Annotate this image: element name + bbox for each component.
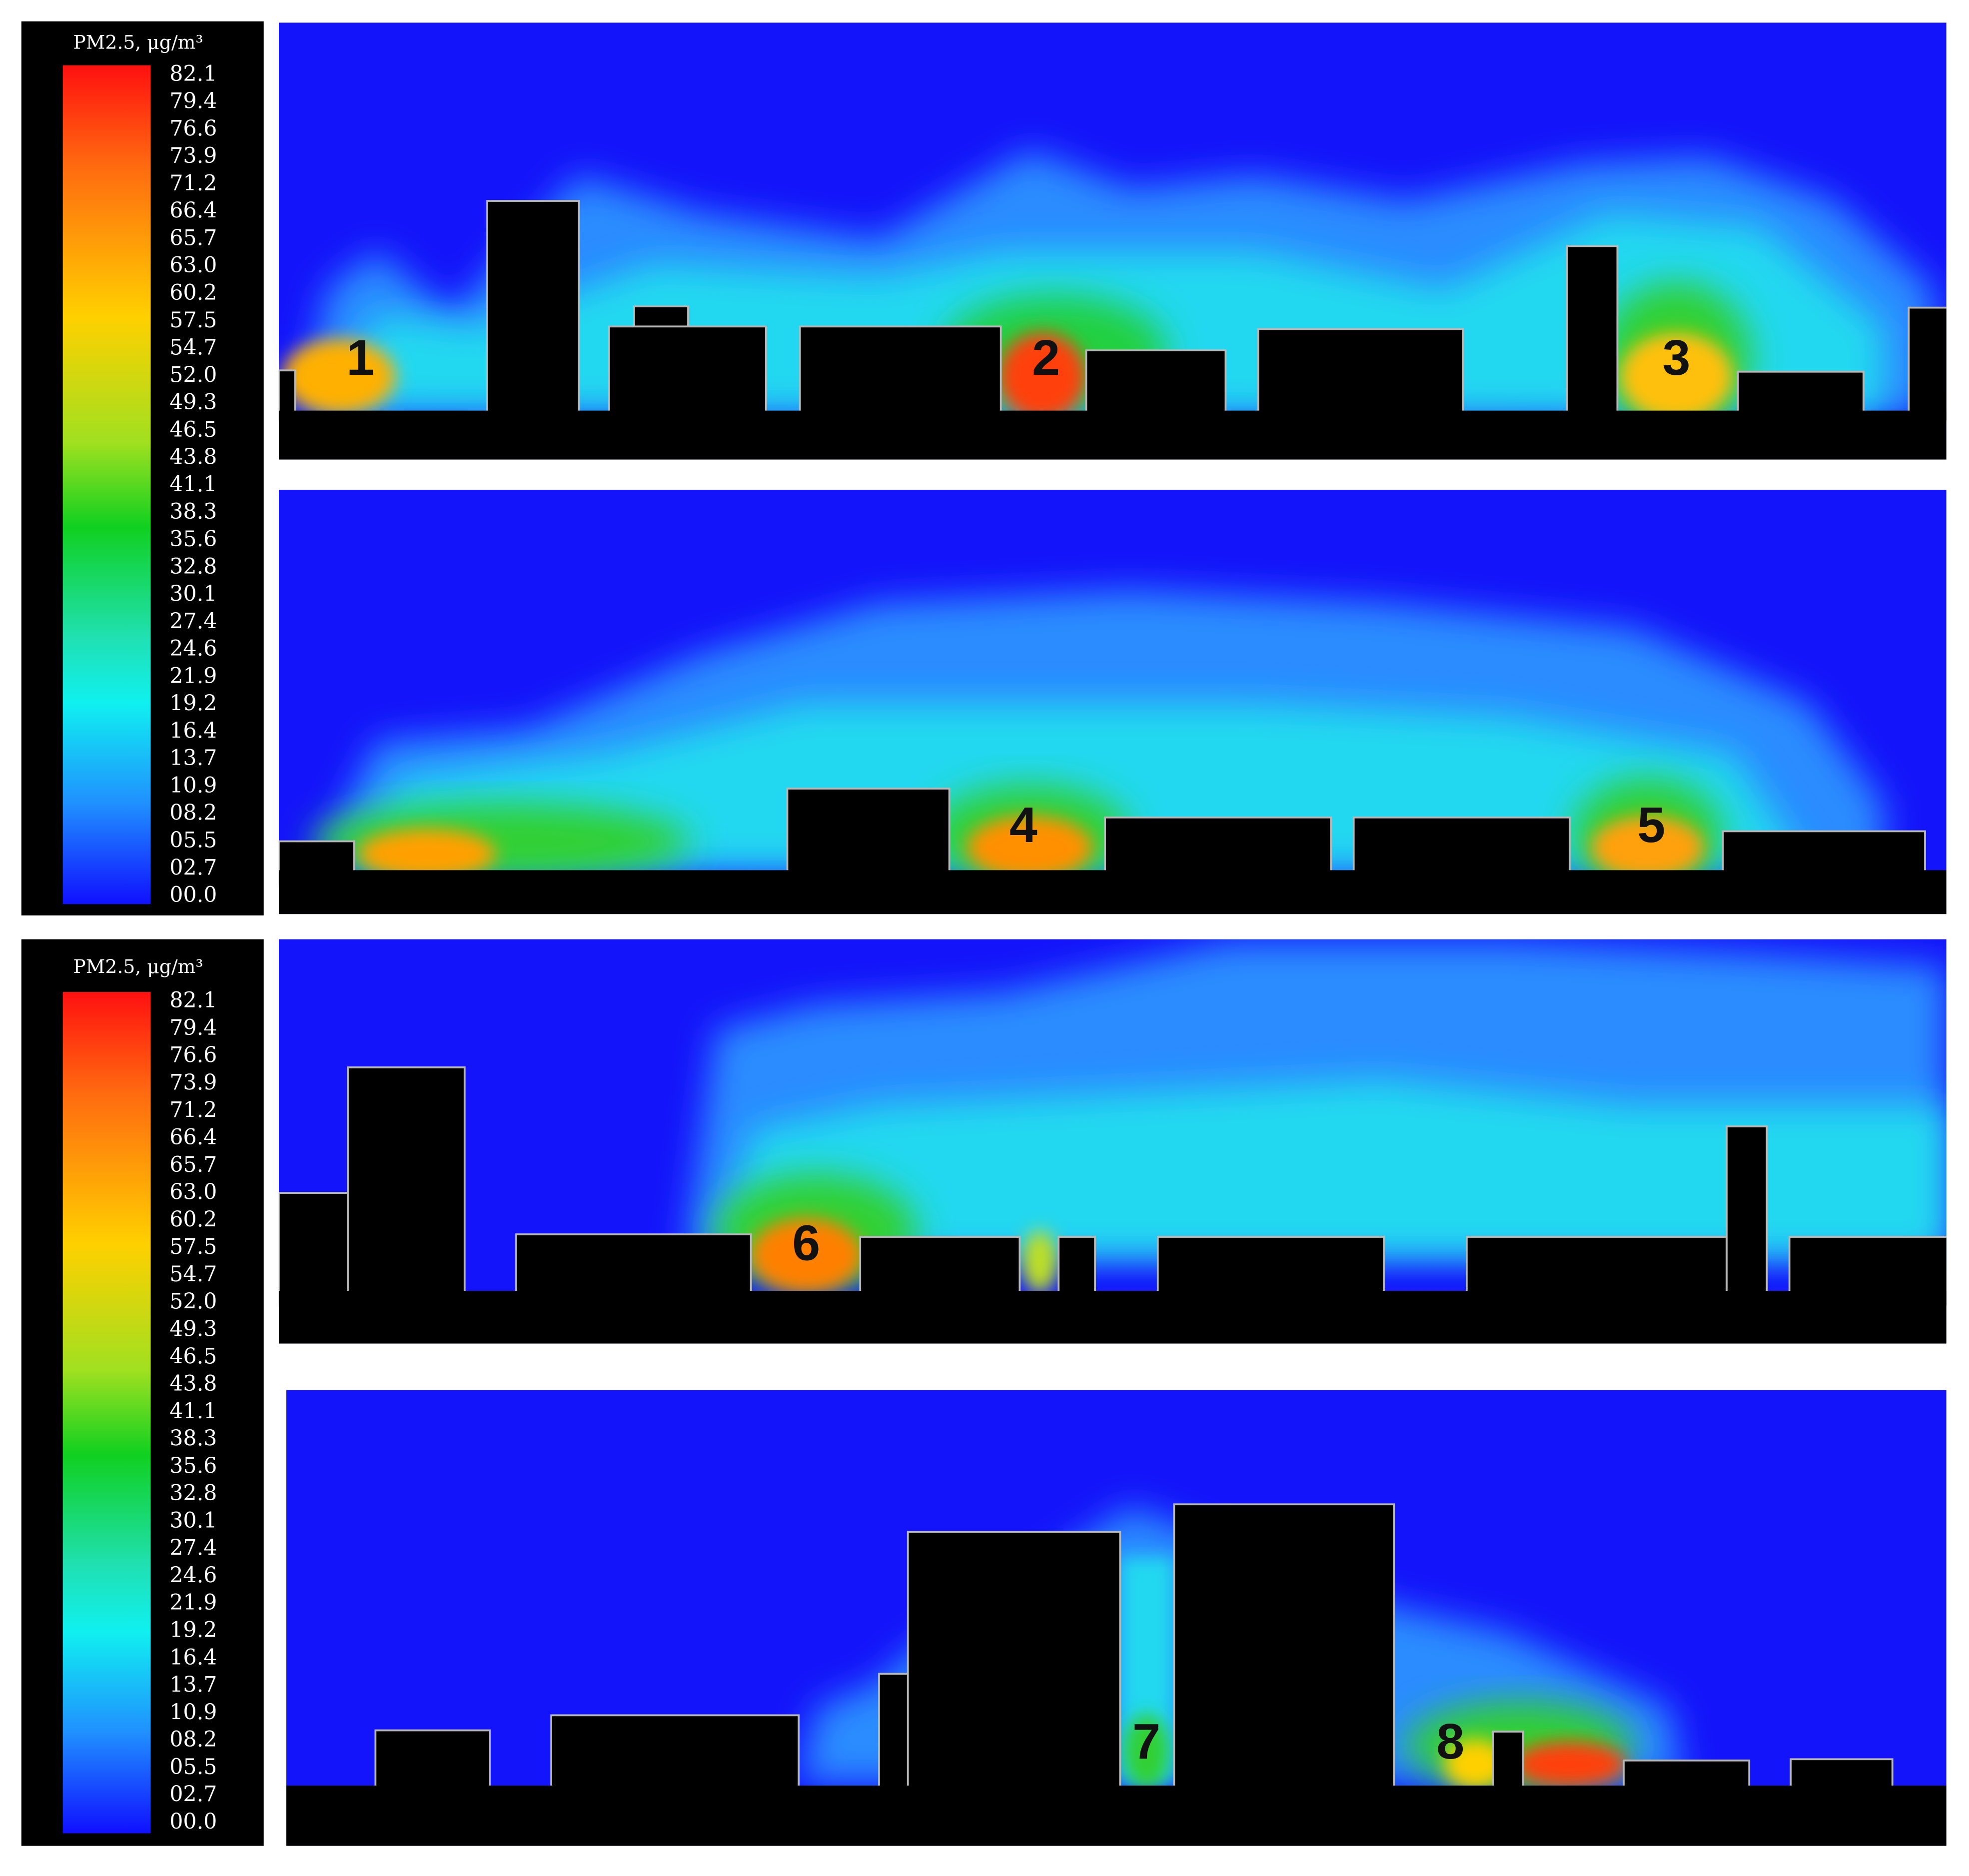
legend-tick-label: 08.2	[169, 801, 217, 826]
legend-tick-label: 21.9	[169, 1590, 217, 1615]
legend-tick-label: 52.0	[169, 1289, 217, 1314]
legend-tick-label: 32.8	[169, 554, 217, 579]
location-label: 4	[1009, 797, 1037, 853]
legend: PM2.5, μg/m³	[21, 939, 264, 1846]
legend-tick-label: 32.8	[169, 1481, 217, 1506]
panel: 1 2 3	[278, 22, 1947, 460]
legend-tick-label: 54.7	[169, 1262, 217, 1287]
legend-tick-label: 05.5	[169, 1755, 217, 1780]
legend-tick-label: 52.0	[169, 362, 217, 387]
legend-tick-label: 79.4	[169, 89, 217, 114]
legend-tick-label: 66.4	[169, 198, 217, 223]
legend-tick-label: 63.0	[169, 253, 217, 278]
legend-tick-label: 30.1	[169, 582, 217, 607]
legend-tick-label: 30.1	[169, 1508, 217, 1533]
legend-tick-label: 41.1	[169, 472, 217, 497]
legend-tick-label: 10.9	[169, 773, 217, 798]
location-label: 2	[1032, 330, 1060, 386]
legend-tick-label: 24.6	[169, 636, 217, 661]
location-label: 8	[1436, 1714, 1464, 1770]
legend-tick-label: 19.2	[169, 691, 217, 716]
color-bar	[62, 65, 151, 905]
legend-tick-label: 65.7	[169, 1152, 217, 1177]
location-label: 7	[1132, 1714, 1160, 1770]
panel: 7 8	[286, 1390, 1947, 1846]
legend-tick-label: 08.2	[169, 1727, 217, 1752]
legend-tick-label: 00.0	[169, 883, 217, 908]
legend-tick-label: 82.1	[169, 61, 217, 86]
legend-tick-label: 13.7	[169, 746, 217, 771]
legend-tick-label: 38.3	[169, 499, 217, 524]
legend-tick-label: 60.2	[169, 280, 217, 305]
legend-tick-label: 71.2	[169, 171, 217, 196]
legend-tick-label: 00.0	[169, 1809, 217, 1834]
legend-tick-label: 35.6	[169, 1453, 217, 1478]
location-label: 5	[1637, 797, 1665, 853]
legend-tick-label: 13.7	[169, 1673, 217, 1698]
legend-tick-label: 38.3	[169, 1426, 217, 1451]
legend-tick-label: 79.4	[169, 1015, 217, 1040]
legend-tick-label: 76.6	[169, 116, 217, 141]
legend-tick-label: 82.1	[169, 988, 217, 1013]
location-label: 6	[792, 1215, 820, 1271]
legend-tick-label: 73.9	[169, 143, 217, 168]
legend-tick-label: 57.5	[169, 1234, 217, 1259]
legend-tick-label: 02.7	[169, 1782, 217, 1807]
legend-tick-label: 54.7	[169, 335, 217, 360]
legend-tick-label: 19.2	[169, 1618, 217, 1643]
legend-tick-label: 49.3	[169, 1316, 217, 1341]
legend-title: PM2.5, μg/m³	[73, 31, 203, 53]
legend-tick-label: 16.4	[169, 718, 217, 743]
legend-tick-label: 76.6	[169, 1043, 217, 1068]
legend-tick-label: 02.7	[169, 855, 217, 880]
legend-title: PM2.5, μg/m³	[73, 955, 203, 977]
legend-tick-label: 71.2	[169, 1097, 217, 1122]
panel: 4 5	[278, 489, 1947, 915]
location-label: 1	[346, 330, 374, 386]
legend-tick-label: 66.4	[169, 1125, 217, 1150]
color-bar	[62, 992, 151, 1834]
legend-tick-label: 46.5	[169, 1344, 217, 1369]
legend-tick-label: 27.4	[169, 1536, 217, 1561]
legend-tick-label: 24.6	[169, 1563, 217, 1588]
legend-tick-label: 57.5	[169, 308, 217, 333]
legend-tick-label: 73.9	[169, 1070, 217, 1095]
legend: PM2.5, μg/m³	[21, 21, 264, 916]
location-label: 3	[1663, 330, 1691, 386]
legend-tick-label: 63.0	[169, 1180, 217, 1205]
legend-tick-label: 27.4	[169, 609, 217, 634]
legend-tick-label: 10.9	[169, 1700, 217, 1725]
legend-tick-label: 05.5	[169, 828, 217, 853]
legend-tick-label: 49.3	[169, 390, 217, 415]
legend-tick-label: 35.6	[169, 527, 217, 552]
legend-tick-label: 65.7	[169, 225, 217, 250]
legend-tick-label: 43.8	[169, 1371, 217, 1396]
legend-tick-label: 43.8	[169, 445, 217, 470]
legend-tick-label: 41.1	[169, 1399, 217, 1424]
legend-tick-label: 16.4	[169, 1645, 217, 1670]
legend-tick-label: 60.2	[169, 1207, 217, 1232]
legend-tick-label: 46.5	[169, 417, 217, 442]
legend-tick-label: 21.9	[169, 664, 217, 689]
panel: 6	[278, 939, 1947, 1344]
